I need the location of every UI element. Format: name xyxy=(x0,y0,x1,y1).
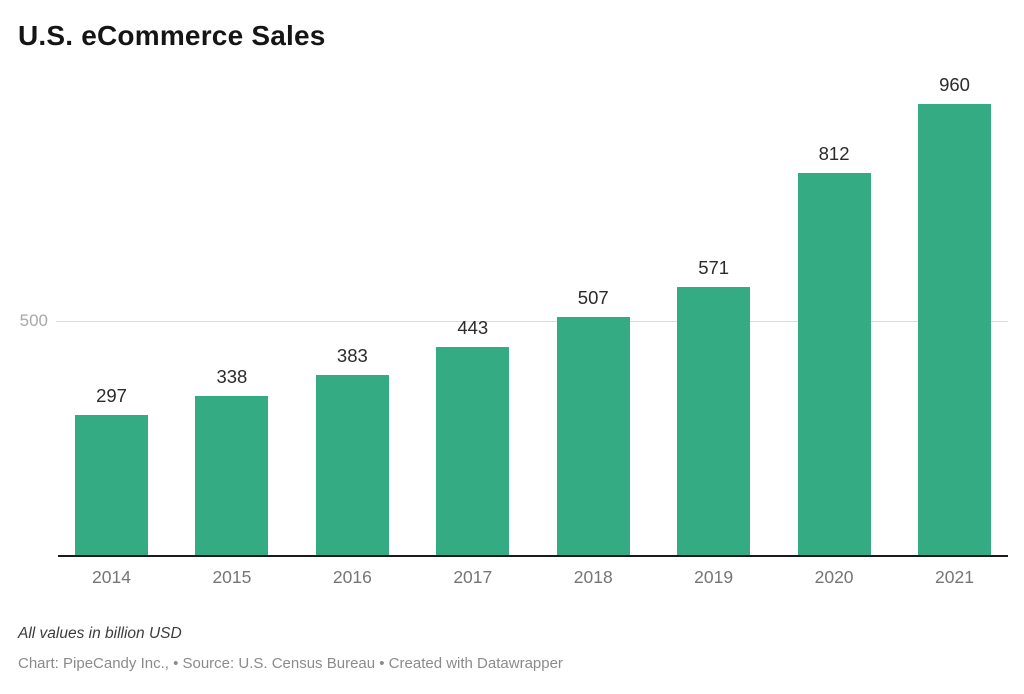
bar-value-2016: 383 xyxy=(336,344,368,366)
footnote: All values in billion USD xyxy=(18,625,182,642)
x-axis-label-2021: 2021 xyxy=(935,567,974,587)
chart-title: U.S. eCommerce Sales xyxy=(18,20,326,51)
bar-value-2019: 571 xyxy=(698,256,730,278)
x-axis-label-2019: 2019 xyxy=(694,567,734,587)
bar-value-2017: 443 xyxy=(457,316,489,338)
attribution: Chart: PipeCandy Inc., • Source: U.S. Ce… xyxy=(18,655,563,672)
bar-value-2018: 507 xyxy=(577,286,609,308)
x-axis-label-2015: 2015 xyxy=(212,567,252,587)
bar-value-2021: 960 xyxy=(939,73,970,95)
bar-2021 xyxy=(918,103,991,555)
gridline-500 xyxy=(56,321,1008,322)
bar-2016 xyxy=(315,374,389,555)
x-axis-label-2014: 2014 xyxy=(92,567,131,587)
x-axis-label-2020: 2020 xyxy=(814,567,854,587)
bar-value-2014: 297 xyxy=(96,385,127,407)
bar-2019 xyxy=(677,286,751,555)
bar-2018 xyxy=(556,316,630,555)
bar-value-2015: 338 xyxy=(216,366,248,388)
bar-2014 xyxy=(75,415,148,555)
x-axis-line xyxy=(58,555,1008,557)
bar-2015 xyxy=(195,396,269,555)
bar-2020 xyxy=(797,173,871,555)
y-axis-tick-500: 500 xyxy=(19,311,48,330)
bar-value-2020: 812 xyxy=(818,143,850,165)
x-axis-label-2017: 2017 xyxy=(453,567,493,587)
x-axis-label-2016: 2016 xyxy=(332,567,372,587)
x-axis-label-2018: 2018 xyxy=(573,567,613,587)
bar-2017 xyxy=(436,346,510,555)
